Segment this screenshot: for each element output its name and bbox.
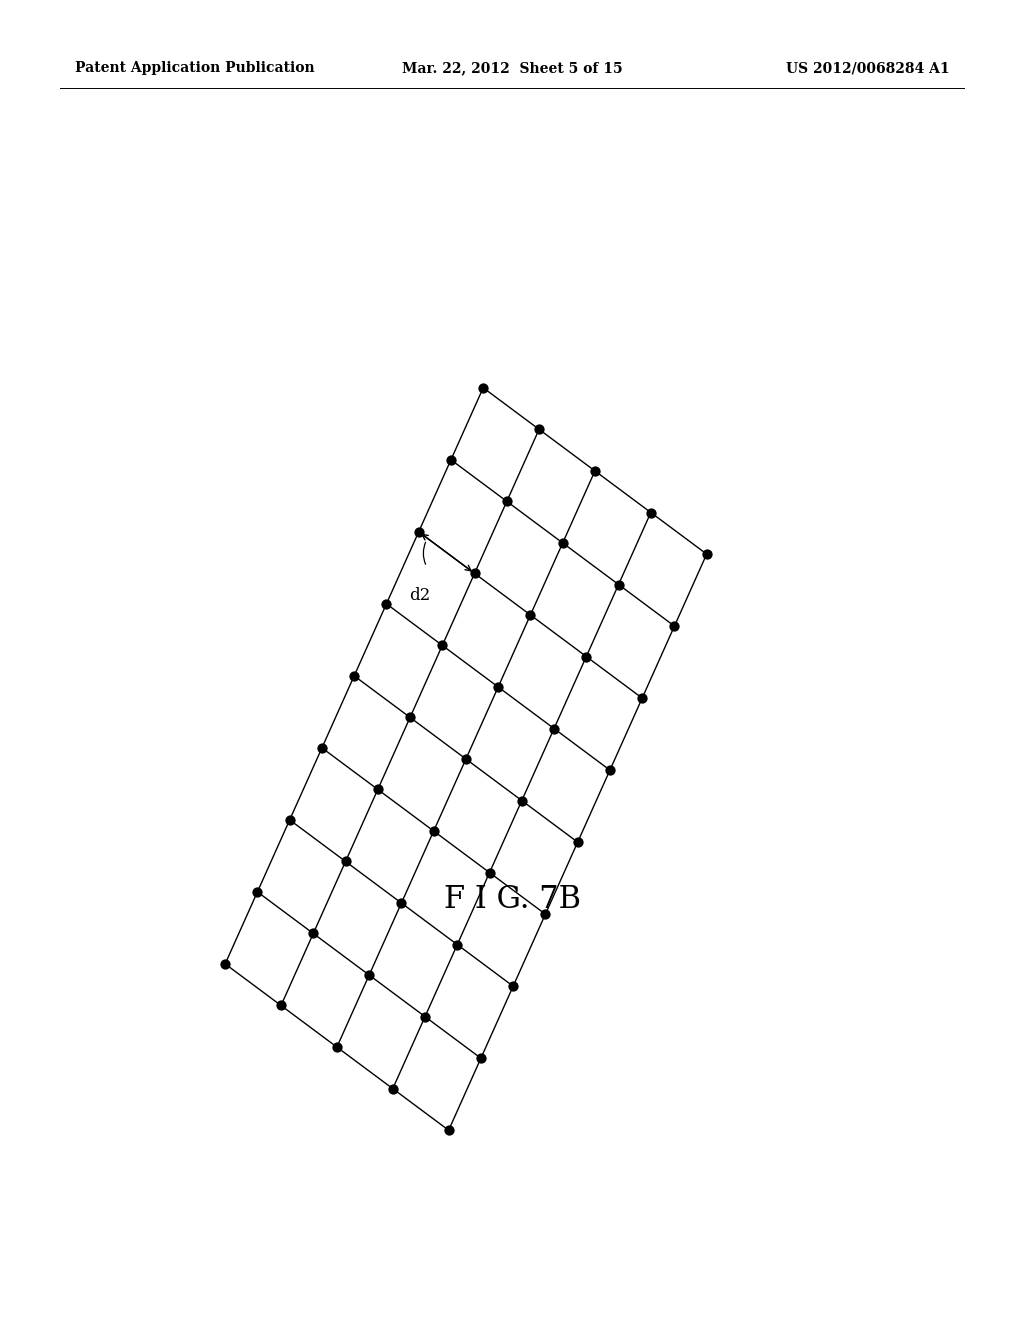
- Point: [481, 862, 498, 883]
- Point: [434, 635, 451, 656]
- Point: [217, 953, 233, 974]
- Point: [522, 605, 539, 626]
- Point: [378, 593, 394, 614]
- Point: [546, 718, 562, 739]
- Text: Mar. 22, 2012  Sheet 5 of 15: Mar. 22, 2012 Sheet 5 of 15: [401, 61, 623, 75]
- Point: [610, 574, 627, 595]
- Point: [667, 615, 683, 636]
- Point: [305, 923, 322, 944]
- Point: [385, 1078, 401, 1100]
- Point: [466, 562, 482, 583]
- Text: US 2012/0068284 A1: US 2012/0068284 A1: [786, 61, 950, 75]
- Text: d2: d2: [409, 587, 430, 603]
- Point: [370, 779, 386, 800]
- Point: [514, 789, 530, 810]
- Text: F I G. 7B: F I G. 7B: [443, 884, 581, 916]
- Point: [282, 809, 298, 830]
- Point: [475, 378, 492, 399]
- Point: [401, 708, 418, 729]
- Point: [272, 995, 289, 1016]
- Point: [555, 532, 571, 553]
- Point: [538, 904, 554, 925]
- Point: [505, 975, 521, 997]
- Point: [442, 449, 459, 470]
- Point: [361, 965, 378, 986]
- Point: [602, 759, 618, 780]
- Point: [313, 738, 330, 759]
- Point: [579, 645, 595, 667]
- Point: [473, 1048, 489, 1069]
- Point: [499, 491, 515, 512]
- Point: [530, 418, 547, 440]
- Point: [643, 502, 659, 523]
- Point: [411, 521, 427, 543]
- Point: [587, 461, 603, 482]
- Point: [450, 935, 466, 956]
- Point: [329, 1036, 345, 1057]
- Point: [634, 688, 650, 709]
- Point: [569, 832, 586, 853]
- Point: [440, 1119, 457, 1140]
- Point: [346, 665, 362, 686]
- Point: [393, 892, 410, 913]
- Point: [489, 676, 506, 697]
- Point: [417, 1006, 433, 1027]
- Text: Patent Application Publication: Patent Application Publication: [75, 61, 314, 75]
- Point: [426, 821, 442, 842]
- Point: [337, 851, 353, 873]
- Point: [698, 544, 715, 565]
- Point: [458, 748, 474, 770]
- Point: [249, 882, 265, 903]
